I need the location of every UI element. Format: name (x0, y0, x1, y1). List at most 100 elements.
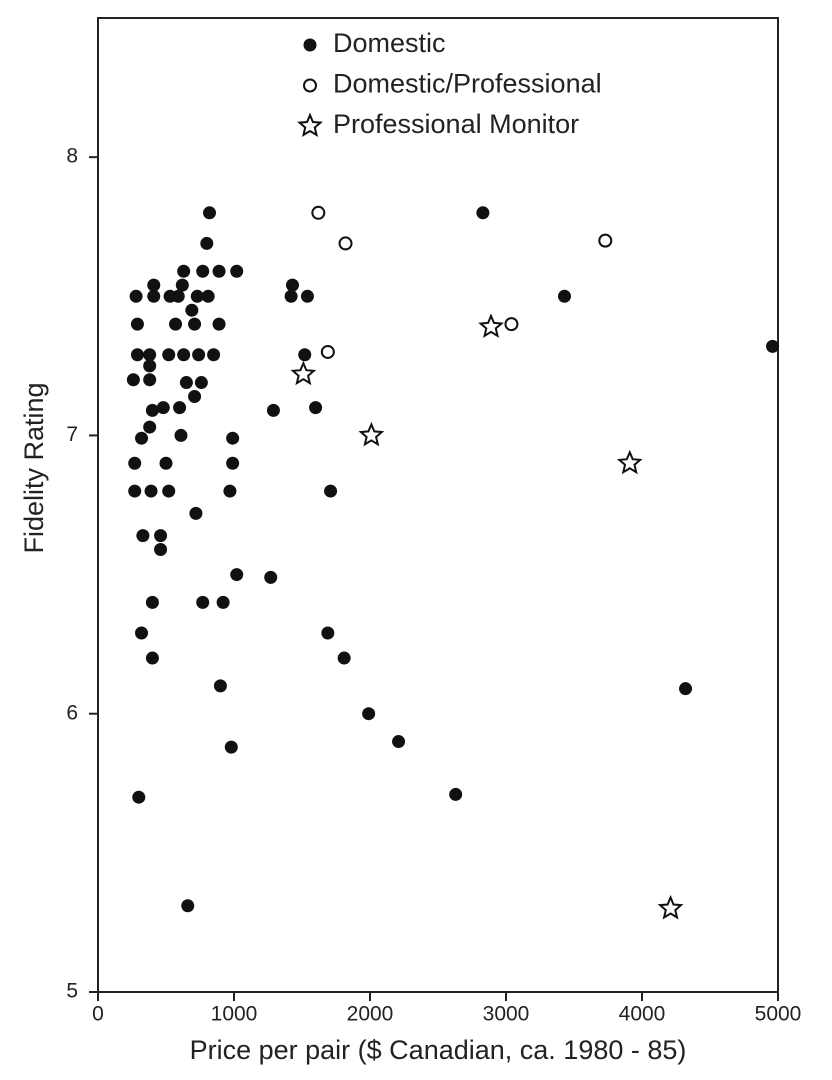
point (181, 899, 195, 913)
point (147, 278, 161, 292)
point (130, 317, 144, 331)
x-axis-title: Price per pair ($ Canadian, ca. 1980 - 8… (190, 1035, 687, 1065)
point (300, 289, 314, 303)
point (679, 682, 693, 696)
star-point (358, 421, 385, 447)
point (154, 543, 168, 557)
point (203, 206, 217, 220)
open-point (311, 205, 326, 220)
open-point (504, 317, 519, 332)
point (145, 651, 159, 665)
y-tick-label: 7 (66, 423, 78, 446)
point (266, 403, 280, 417)
point (174, 428, 188, 442)
point (362, 707, 376, 721)
x-tick-label: 4000 (619, 1003, 666, 1026)
x-tick-label: 5000 (755, 1003, 802, 1026)
point (449, 787, 463, 801)
point (128, 484, 142, 498)
point (201, 289, 215, 303)
point (226, 431, 240, 445)
point (179, 376, 193, 390)
x-tick-label: 2000 (347, 1003, 394, 1026)
y-axis-title: Fidelity Rating (19, 382, 49, 553)
point (226, 456, 240, 470)
point (196, 264, 210, 278)
point (216, 595, 230, 609)
point (162, 348, 176, 362)
point (284, 289, 298, 303)
legend-text: Professional Monitor (333, 109, 579, 139)
point (190, 289, 204, 303)
star-point (478, 313, 504, 338)
point (223, 484, 237, 498)
star-point (616, 449, 643, 475)
point (177, 348, 191, 362)
point (135, 431, 149, 445)
point (212, 317, 226, 331)
plot-frame (97, 17, 779, 993)
open-point (338, 236, 353, 251)
legend-marker (303, 38, 317, 52)
legend-text: Domestic/Professional (333, 69, 602, 99)
point (169, 317, 183, 331)
x-tick-label: 3000 (483, 1003, 530, 1026)
point (337, 651, 351, 665)
point (143, 348, 157, 362)
legend-marker (297, 112, 323, 137)
point (207, 348, 221, 362)
point (128, 456, 142, 470)
point (224, 740, 238, 754)
point (188, 317, 202, 331)
legend-text: Domestic (333, 28, 446, 58)
point (162, 484, 176, 498)
point (175, 278, 189, 292)
point (159, 456, 173, 470)
point (213, 679, 227, 693)
point (188, 389, 202, 403)
point (129, 289, 143, 303)
point (230, 264, 244, 278)
point (143, 359, 157, 373)
point (194, 376, 208, 390)
point (309, 401, 323, 415)
open-point (320, 344, 335, 359)
point (143, 420, 157, 434)
legend-marker (303, 78, 317, 93)
point (171, 289, 185, 303)
point (130, 348, 144, 362)
point (185, 303, 199, 317)
y-tick-label: 6 (66, 701, 78, 724)
point (147, 289, 161, 303)
open-point (598, 233, 613, 248)
point (264, 570, 278, 584)
point (321, 626, 335, 640)
point (173, 401, 187, 415)
point (476, 206, 490, 220)
x-tick-label: 1000 (211, 1003, 258, 1026)
point (557, 289, 571, 303)
x-tick-label: 0 (92, 1003, 104, 1026)
point (766, 339, 780, 353)
point (126, 373, 140, 387)
point (156, 401, 170, 415)
star-point (657, 894, 684, 920)
point (154, 529, 168, 543)
point (144, 484, 158, 498)
point (145, 595, 159, 609)
y-tick-label: 8 (66, 145, 78, 168)
point (143, 373, 157, 387)
point (196, 595, 210, 609)
point (189, 506, 203, 520)
point (200, 236, 214, 250)
point (392, 735, 406, 749)
point (132, 790, 146, 804)
point (135, 626, 149, 640)
point (212, 264, 226, 278)
point (136, 529, 150, 543)
point (324, 484, 338, 498)
star-point (290, 360, 317, 386)
point (145, 403, 159, 417)
point (285, 278, 299, 292)
